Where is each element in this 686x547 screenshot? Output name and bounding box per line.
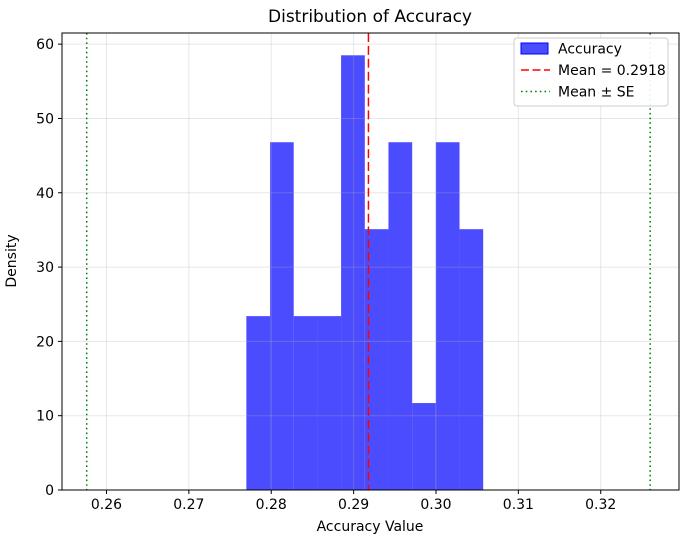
x-tick-label: 0.28: [256, 497, 287, 513]
legend: Accuracy Mean = 0.2918 Mean ± SE: [513, 37, 669, 107]
histogram-bar-7: [412, 403, 436, 490]
y-tick-label: 40: [36, 186, 54, 202]
x-tick-label: 0.26: [91, 497, 122, 513]
y-tick-label: 60: [36, 37, 54, 53]
legend-label-0: Accuracy: [558, 42, 622, 58]
axes: 0.26 0.27 0.28 0.29 0.30 0.31 0.32 0 10 20 30 40 50 6…: [36, 32, 680, 513]
y-tick-label: 10: [36, 409, 54, 425]
y-tick-label: 20: [36, 334, 54, 350]
legend-label-1: Mean = 0.2918: [558, 63, 666, 79]
histogram-bar-8: [435, 142, 460, 491]
histogram-bar-2: [293, 316, 318, 490]
x-tick-label: 0.29: [338, 497, 369, 513]
y-tick-label: 50: [36, 111, 54, 127]
histogram-bar-0: [246, 316, 271, 490]
histogram-bar-4: [341, 55, 365, 490]
histogram-bar-3: [317, 316, 342, 490]
x-tick-label: 0.30: [420, 497, 451, 513]
y-tick-label: 30: [36, 260, 54, 276]
x-tick-label: 0.27: [173, 497, 204, 513]
stat-lines: [85, 33, 651, 490]
x-tick-label: 0.32: [585, 497, 616, 513]
y-tick-label: 0: [45, 483, 54, 499]
y-axis-label: Density: [4, 234, 20, 287]
legend-swatch-accuracy: [520, 42, 549, 55]
legend-box: [513, 37, 669, 107]
histogram-bar-9: [459, 229, 484, 490]
x-axis-label: Accuracy Value: [317, 519, 424, 535]
histogram-bar-5: [364, 229, 389, 490]
histogram-bars: [246, 55, 484, 491]
plot-border: [61, 32, 680, 491]
chart-title: Distribution of Accuracy: [268, 7, 472, 27]
x-tick-label: 0.31: [503, 497, 534, 513]
histogram-bar-6: [388, 142, 413, 491]
legend-label-2: Mean ± SE: [558, 85, 635, 101]
histogram-bar-1: [270, 142, 294, 491]
